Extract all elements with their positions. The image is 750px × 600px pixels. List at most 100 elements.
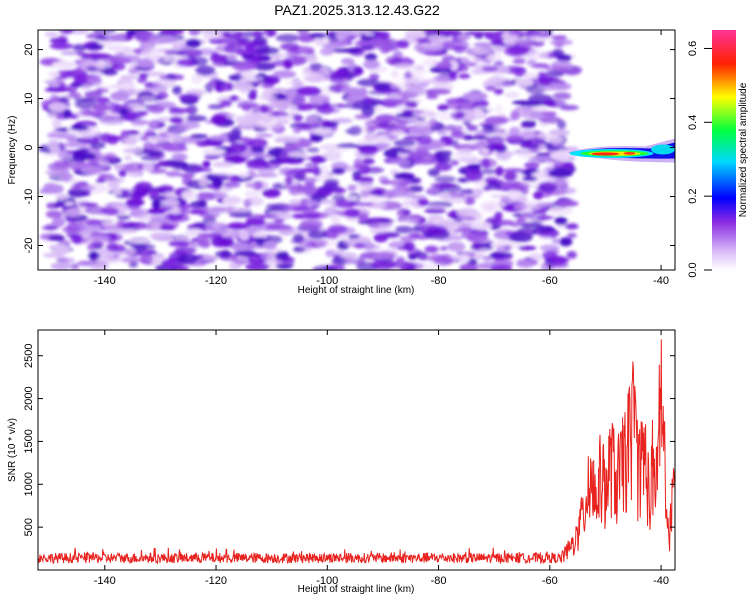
noise-blob [177,93,202,100]
noise-blob [353,66,363,76]
noise-blob [232,81,253,91]
noise-blob [148,105,165,114]
noise-blob [456,215,466,221]
noise-blob [456,65,469,72]
signal-band-cyan-end [651,144,675,155]
noise-blob [214,80,226,86]
noise-blob [520,109,542,119]
noise-blob [121,189,130,195]
noise-blob [269,225,294,230]
noise-blob [48,102,68,112]
noise-blob [409,126,432,136]
noise-blob [202,148,226,155]
noise-blob [86,43,104,50]
noise-blob [298,243,314,251]
spectrogram-noise-layer [38,30,582,270]
noise-blob [557,119,566,130]
noise-blob [536,230,554,237]
noise-blob [47,112,57,119]
noise-blob [112,189,123,196]
x-tick-label: -40 [653,575,669,587]
noise-blob [434,175,456,183]
noise-blob [288,199,302,205]
noise-blob [312,166,322,177]
y-tick-label: 1000 [23,472,35,496]
noise-blob [452,152,476,161]
noise-blob [300,72,313,78]
noise-blob [344,47,362,54]
noise-blob [325,249,335,258]
noise-blob [230,207,252,213]
noise-blob [422,30,444,35]
noise-blob [51,217,66,228]
noise-blob [312,265,338,270]
noise-blob [107,181,120,189]
noise-blob [192,168,213,172]
noise-blob [123,162,146,173]
noise-blob [320,199,335,205]
noise-blob [358,213,369,222]
noise-blob [390,130,406,136]
noise-blob [164,49,185,56]
noise-blob [462,31,488,36]
noise-blob [189,134,209,139]
noise-blob [389,178,412,187]
noise-blob [101,85,122,90]
noise-blob [228,175,240,182]
noise-blob [190,200,207,208]
noise-blob [245,218,266,227]
noise-blob [377,121,396,130]
noise-blob [185,228,203,235]
noise-blob [490,40,505,46]
noise-blob [504,38,516,46]
noise-blob [331,248,345,256]
noise-blob [285,80,303,85]
y-tick-label: 500 [23,518,35,536]
noise-blob [171,153,188,161]
noise-blob [70,30,89,35]
noise-blob [292,55,307,65]
noise-blob [168,108,193,113]
noise-blob [380,180,392,185]
noise-blob [403,71,413,79]
noise-blob [95,179,105,184]
noise-blob [222,195,242,206]
noise-blob [51,61,78,69]
noise-blob [458,254,470,264]
noise-blob [252,181,263,190]
noise-blob [309,134,323,143]
x-tick-label: -40 [653,275,669,287]
noise-blob [356,163,367,172]
spectrogram-y-ticks: -20 -10 0 10 20 [23,43,675,253]
noise-blob [494,81,514,88]
noise-blob [504,91,520,99]
noise-blob [267,211,293,221]
noise-blob [520,222,543,229]
noise-blob [80,165,104,175]
noise-blob [127,239,152,244]
noise-blob [484,116,509,125]
noise-blob [188,30,201,36]
noise-blob [417,198,429,207]
noise-blob [374,142,392,148]
noise-blob [395,112,419,118]
noise-blob [226,222,252,230]
noise-blob [508,232,533,243]
noise-blob [78,202,99,208]
noise-blob [537,189,553,198]
noise-blob [292,114,303,122]
noise-blob [67,188,88,198]
noise-blob [114,229,137,234]
noise-blob [348,201,375,207]
noise-blob [446,192,464,199]
noise-blob [470,221,492,231]
noise-blob [50,81,60,88]
noise-blob [373,82,392,91]
noise-blob [322,150,342,161]
noise-blob [376,219,395,224]
noise-blob [99,117,125,125]
snr-series-line [38,339,675,565]
noise-blob [370,167,381,172]
noise-blob [458,73,471,79]
